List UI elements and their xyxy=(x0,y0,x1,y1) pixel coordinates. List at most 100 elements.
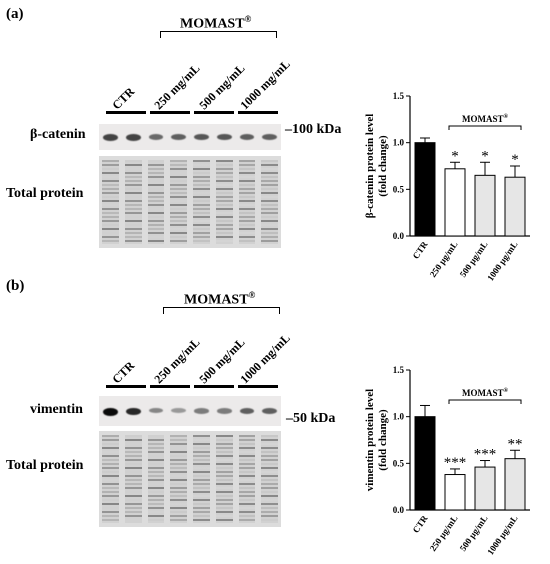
panel-a-kda-marker: –100 kDa xyxy=(285,122,342,137)
panel-a-lane-label: 1000 mg/mL xyxy=(237,56,293,113)
protein-band xyxy=(171,408,186,413)
panel-a-label: (a) xyxy=(6,6,24,22)
total-protein-lane xyxy=(193,435,210,523)
protein-band xyxy=(125,408,141,416)
bar xyxy=(444,168,466,237)
protein-band xyxy=(216,408,232,414)
total-protein-lane xyxy=(102,160,119,244)
momast-label: MOMAST® xyxy=(462,387,509,398)
y-axis-label: β-catenin protein level xyxy=(364,114,376,219)
panel-b-label: (b) xyxy=(6,278,25,294)
x-tick-label: 500 μg/mL xyxy=(458,513,490,553)
y-axis-label: (fold change) xyxy=(377,409,389,471)
panel-b-lane-label: 1000 mg/mL xyxy=(237,330,293,387)
x-tick-label: CTR xyxy=(411,513,430,535)
panel-a-band-blot xyxy=(99,124,281,150)
panel-a-momast-label: MOMAST® xyxy=(180,14,252,32)
panel-b-lane-bar xyxy=(150,385,190,388)
protein-band xyxy=(239,134,255,141)
y-tick-label: 0.5 xyxy=(393,184,405,194)
y-tick-label: 0.0 xyxy=(393,505,405,515)
panel-a-lane-label: 250 mg/mL xyxy=(151,61,203,113)
y-tick-label: 1.0 xyxy=(393,138,405,148)
total-protein-lane xyxy=(147,435,165,523)
bar xyxy=(414,142,436,237)
x-tick-label: 1000 μg/mL xyxy=(485,513,519,556)
panel-b-band-blot xyxy=(99,396,281,426)
y-tick-label: 0.0 xyxy=(393,231,405,241)
total-protein-lane xyxy=(170,435,187,523)
total-protein-lane xyxy=(102,435,119,523)
y-tick-label: 1.5 xyxy=(393,365,405,375)
panel-a-lane-label: CTR xyxy=(109,84,138,113)
panel-a-band-label: β-catenin xyxy=(30,127,86,142)
significance-marker: *** xyxy=(444,455,467,471)
protein-band xyxy=(216,134,232,141)
bar xyxy=(504,176,526,237)
total-protein-lane xyxy=(170,160,187,244)
momast-bracket xyxy=(448,399,522,404)
x-tick-label: 500 μg/mL xyxy=(458,239,490,279)
significance-marker: * xyxy=(481,148,489,164)
protein-band xyxy=(103,134,118,141)
protein-band xyxy=(262,134,277,141)
total-protein-lane xyxy=(215,435,233,523)
panel-b-lane-bar xyxy=(194,385,234,388)
panel-b-lane-bar xyxy=(238,385,278,388)
panel-b-kda-marker: –50 kDa xyxy=(286,411,336,426)
momast-bracket xyxy=(448,125,522,130)
protein-band xyxy=(239,408,255,415)
significance-marker: * xyxy=(451,148,459,164)
total-protein-lane xyxy=(193,160,210,244)
panel-a-lane-bar xyxy=(194,111,234,114)
protein-band xyxy=(125,134,141,141)
protein-band xyxy=(262,408,277,415)
x-tick-label: 250 μg/mL xyxy=(428,239,460,279)
bar xyxy=(474,466,496,511)
panel-a-lane-bar xyxy=(106,111,146,114)
panel-b-total-protein-blot xyxy=(99,431,281,527)
total-protein-lane xyxy=(238,160,256,244)
panel-a-lane-bar xyxy=(238,111,278,114)
protein-band xyxy=(103,408,118,416)
panel-a-bar-chart: 0.0 0.5 1.0 1.5 β-catenin protein level (fold… xyxy=(364,91,530,283)
significance-marker: *** xyxy=(474,447,497,463)
panel-b-band-label: vimentin xyxy=(30,402,83,417)
panel-a-lane-bar xyxy=(150,111,190,114)
panel-b-bar-chart: 0.0 0.5 1.0 1.5 vimentin protein level (fold … xyxy=(364,365,530,557)
panel-a-total-protein-blot xyxy=(99,156,281,248)
x-tick-label: 1000 μg/mL xyxy=(485,239,519,282)
significance-marker: * xyxy=(511,152,519,168)
panel-b-lane-label: CTR xyxy=(109,358,138,387)
y-axis-label: (fold change) xyxy=(377,135,389,197)
total-protein-lane xyxy=(238,435,256,523)
y-tick-label: 0.5 xyxy=(393,458,405,468)
total-protein-lane xyxy=(261,160,278,244)
panel-a-total-label: Total protein xyxy=(6,186,84,201)
total-protein-lane xyxy=(261,435,278,523)
x-tick-label: CTR xyxy=(411,239,430,261)
bar xyxy=(414,416,436,511)
momast-label: MOMAST® xyxy=(462,113,509,124)
significance-marker: ** xyxy=(508,436,523,452)
protein-band xyxy=(171,134,186,141)
panel-b-total-label: Total protein xyxy=(6,458,84,473)
y-tick-label: 1.0 xyxy=(393,412,405,422)
bar xyxy=(474,174,496,237)
total-protein-lane xyxy=(147,160,165,244)
panel-b-lane-label: 250 mg/mL xyxy=(151,335,203,387)
bar xyxy=(504,458,526,511)
protein-band xyxy=(194,134,209,141)
protein-band xyxy=(148,408,164,414)
panel-b-momast-label: MOMAST® xyxy=(184,290,256,308)
protein-band xyxy=(148,134,164,140)
y-tick-label: 1.5 xyxy=(393,91,405,101)
panel-b-momast-bracket xyxy=(163,307,280,314)
x-tick-label: 250 μg/mL xyxy=(428,513,460,553)
protein-band xyxy=(194,408,209,414)
total-protein-lane xyxy=(124,160,142,244)
bar xyxy=(444,474,466,511)
total-protein-lane xyxy=(215,160,233,244)
panel-b-lane-bar xyxy=(106,385,146,388)
panel-a-momast-bracket xyxy=(160,31,277,38)
